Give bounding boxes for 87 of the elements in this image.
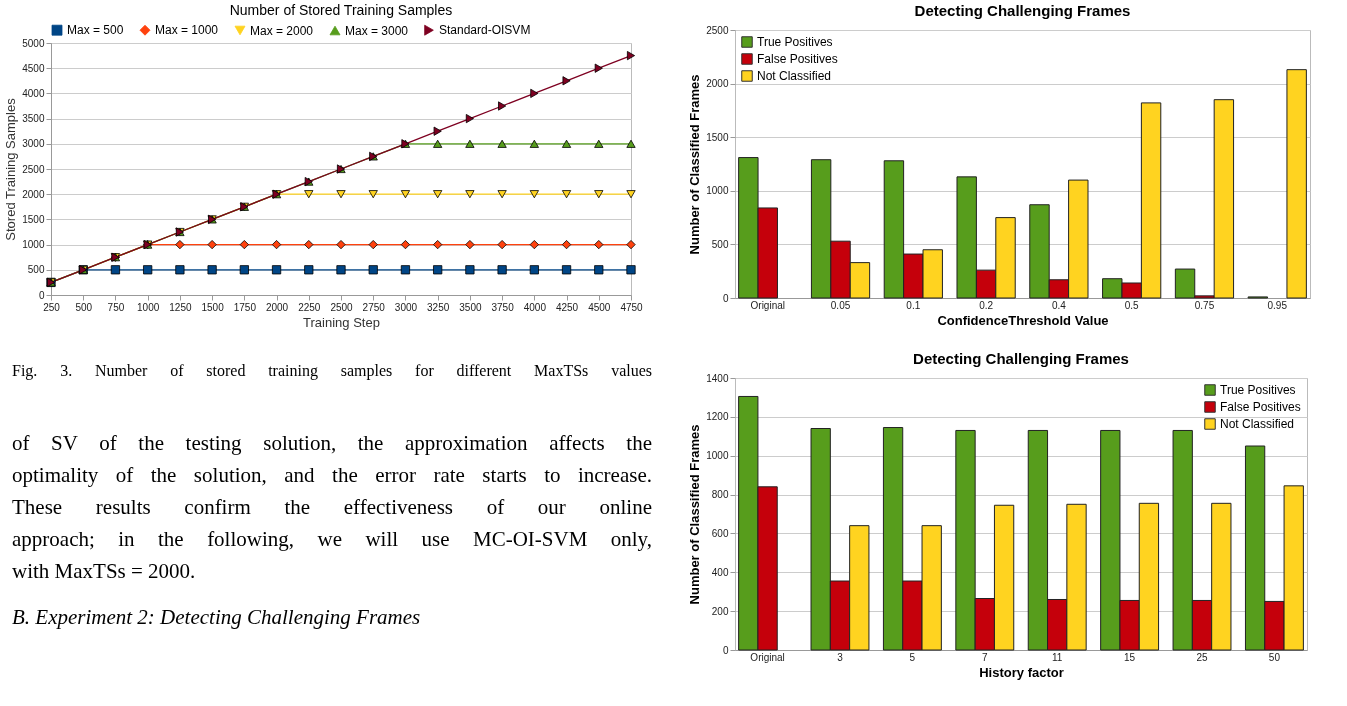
x-tick-label: 4250 xyxy=(555,301,579,313)
y-axis-title: Number of Classified Frames xyxy=(687,424,703,605)
x-tick-label: 2500 xyxy=(330,301,354,313)
y-axis-title: Stored Training Samples xyxy=(3,97,19,241)
text: optimality of the solution, and the error rate starts to increase. xyxy=(12,462,652,489)
x-tick-label: 3750 xyxy=(491,301,515,313)
x-tick-label: 2750 xyxy=(362,301,386,313)
y-tick-label: 2500 xyxy=(706,24,729,36)
x-tick-label: 0.05 xyxy=(830,299,851,311)
y-tick-label: 0 xyxy=(722,292,729,304)
y-tick-label: 2500 xyxy=(22,163,45,175)
legend-label: Max = 3000 xyxy=(345,23,409,38)
text: with MaxTSs = 2000. xyxy=(12,558,197,585)
x-tick-label: 0.5 xyxy=(1124,299,1140,311)
legend-label: True Positives xyxy=(757,35,833,49)
x-tick-label: 1250 xyxy=(169,301,192,313)
x-tick-label: 750 xyxy=(107,301,125,313)
y-tick-label: 0 xyxy=(38,289,45,301)
legend-label: Not Classified xyxy=(1220,417,1295,431)
x-tick-label: 3250 xyxy=(427,301,450,313)
x-tick-label: 2250 xyxy=(298,301,321,313)
x-tick-label: 4750 xyxy=(620,301,644,313)
y-tick-label: 400 xyxy=(711,566,729,578)
x-tick-label: 4000 xyxy=(523,301,547,313)
x-tick-label: 0.95 xyxy=(1267,299,1288,311)
legend-label: Max = 500 xyxy=(67,23,124,38)
y-tick-label: 1500 xyxy=(22,213,45,225)
x-tick-label: 1750 xyxy=(233,301,257,313)
x-tick-label: 50 xyxy=(1268,651,1281,663)
x-axis-title: Training Step xyxy=(303,314,380,330)
x-tick-label: 250 xyxy=(43,301,61,313)
x-tick-label: 11 xyxy=(1052,651,1063,663)
y-tick-label: 3000 xyxy=(22,138,45,150)
caption: Fig. 3. Number of stored training samples for different MaxTSs values xyxy=(12,361,652,382)
x-tick-label: 0.4 xyxy=(1051,299,1067,311)
x-tick-label: 1500 xyxy=(201,301,225,313)
y-tick-label: 0 xyxy=(722,644,729,656)
y-tick-label: 2000 xyxy=(22,188,45,200)
x-tick-label: 4500 xyxy=(588,301,611,313)
y-tick-label: 1500 xyxy=(706,131,729,143)
chart-title: Detecting Challenging Frames xyxy=(913,350,1129,367)
x-tick-label: 0.75 xyxy=(1194,299,1215,311)
y-tick-label: 800 xyxy=(711,489,729,501)
legend-label: Max = 2000 xyxy=(250,23,314,38)
y-tick-label: 1000 xyxy=(706,185,729,197)
y-tick-label: 500 xyxy=(27,264,45,276)
text: of SV of the testing solution, the approximation affects the xyxy=(12,430,652,457)
x-tick-label: 3500 xyxy=(459,301,482,313)
x-tick-label: 500 xyxy=(75,301,93,313)
y-tick-label: 1000 xyxy=(22,239,45,251)
x-tick-label: 1000 xyxy=(137,301,160,313)
y-tick-label: 600 xyxy=(711,527,729,539)
y-tick-label: 3500 xyxy=(22,113,45,125)
x-tick-label: 0.2 xyxy=(979,299,994,311)
legend-label: False Positives xyxy=(1220,400,1301,414)
y-tick-label: 2000 xyxy=(706,78,729,90)
legend-label: Not Classified xyxy=(757,69,832,83)
y-tick-label: 500 xyxy=(711,238,729,250)
y-tick-label: 4000 xyxy=(22,87,45,99)
y-tick-label: 200 xyxy=(711,605,729,617)
x-tick-label: 3 xyxy=(837,651,844,663)
x-tick-label: 2000 xyxy=(265,301,289,313)
x-axis-title: History factor xyxy=(979,664,1064,680)
x-tick-label: Original xyxy=(750,651,785,663)
x-tick-label: 0.1 xyxy=(906,299,921,311)
text: approach; in the following, we will use MC-OI-SVM only, xyxy=(12,526,652,553)
x-axis-title: ConfidenceThreshold Value xyxy=(937,312,1109,328)
x-tick-label: 7 xyxy=(982,651,989,663)
y-tick-label: 4500 xyxy=(22,62,45,74)
chart-title: Detecting Challenging Frames xyxy=(914,2,1131,19)
legend-label: Max = 1000 xyxy=(155,23,219,38)
x-tick-label: 3000 xyxy=(394,301,418,313)
y-axis-title: Number of Classified Frames xyxy=(687,74,703,255)
x-tick-label: 25 xyxy=(1196,651,1209,663)
x-tick-label: 15 xyxy=(1124,651,1136,663)
legend-label: False Positives xyxy=(757,52,838,66)
chart-title: Number of Stored Training Samples xyxy=(229,2,453,18)
y-tick-label: 1200 xyxy=(706,411,729,423)
y-tick-label: 1000 xyxy=(706,450,729,462)
y-tick-label: 1400 xyxy=(706,372,729,384)
legend-label: Standard-OISVM xyxy=(439,23,531,38)
text: These results confirm the effectiveness of our online xyxy=(12,494,652,521)
y-tick-label: 5000 xyxy=(22,37,45,49)
legend-label: True Positives xyxy=(1220,383,1296,397)
x-tick-label: Original xyxy=(750,299,785,311)
x-tick-label: 5 xyxy=(909,651,916,663)
text: B. Experiment 2: Detecting Challenging Frames xyxy=(12,604,422,631)
